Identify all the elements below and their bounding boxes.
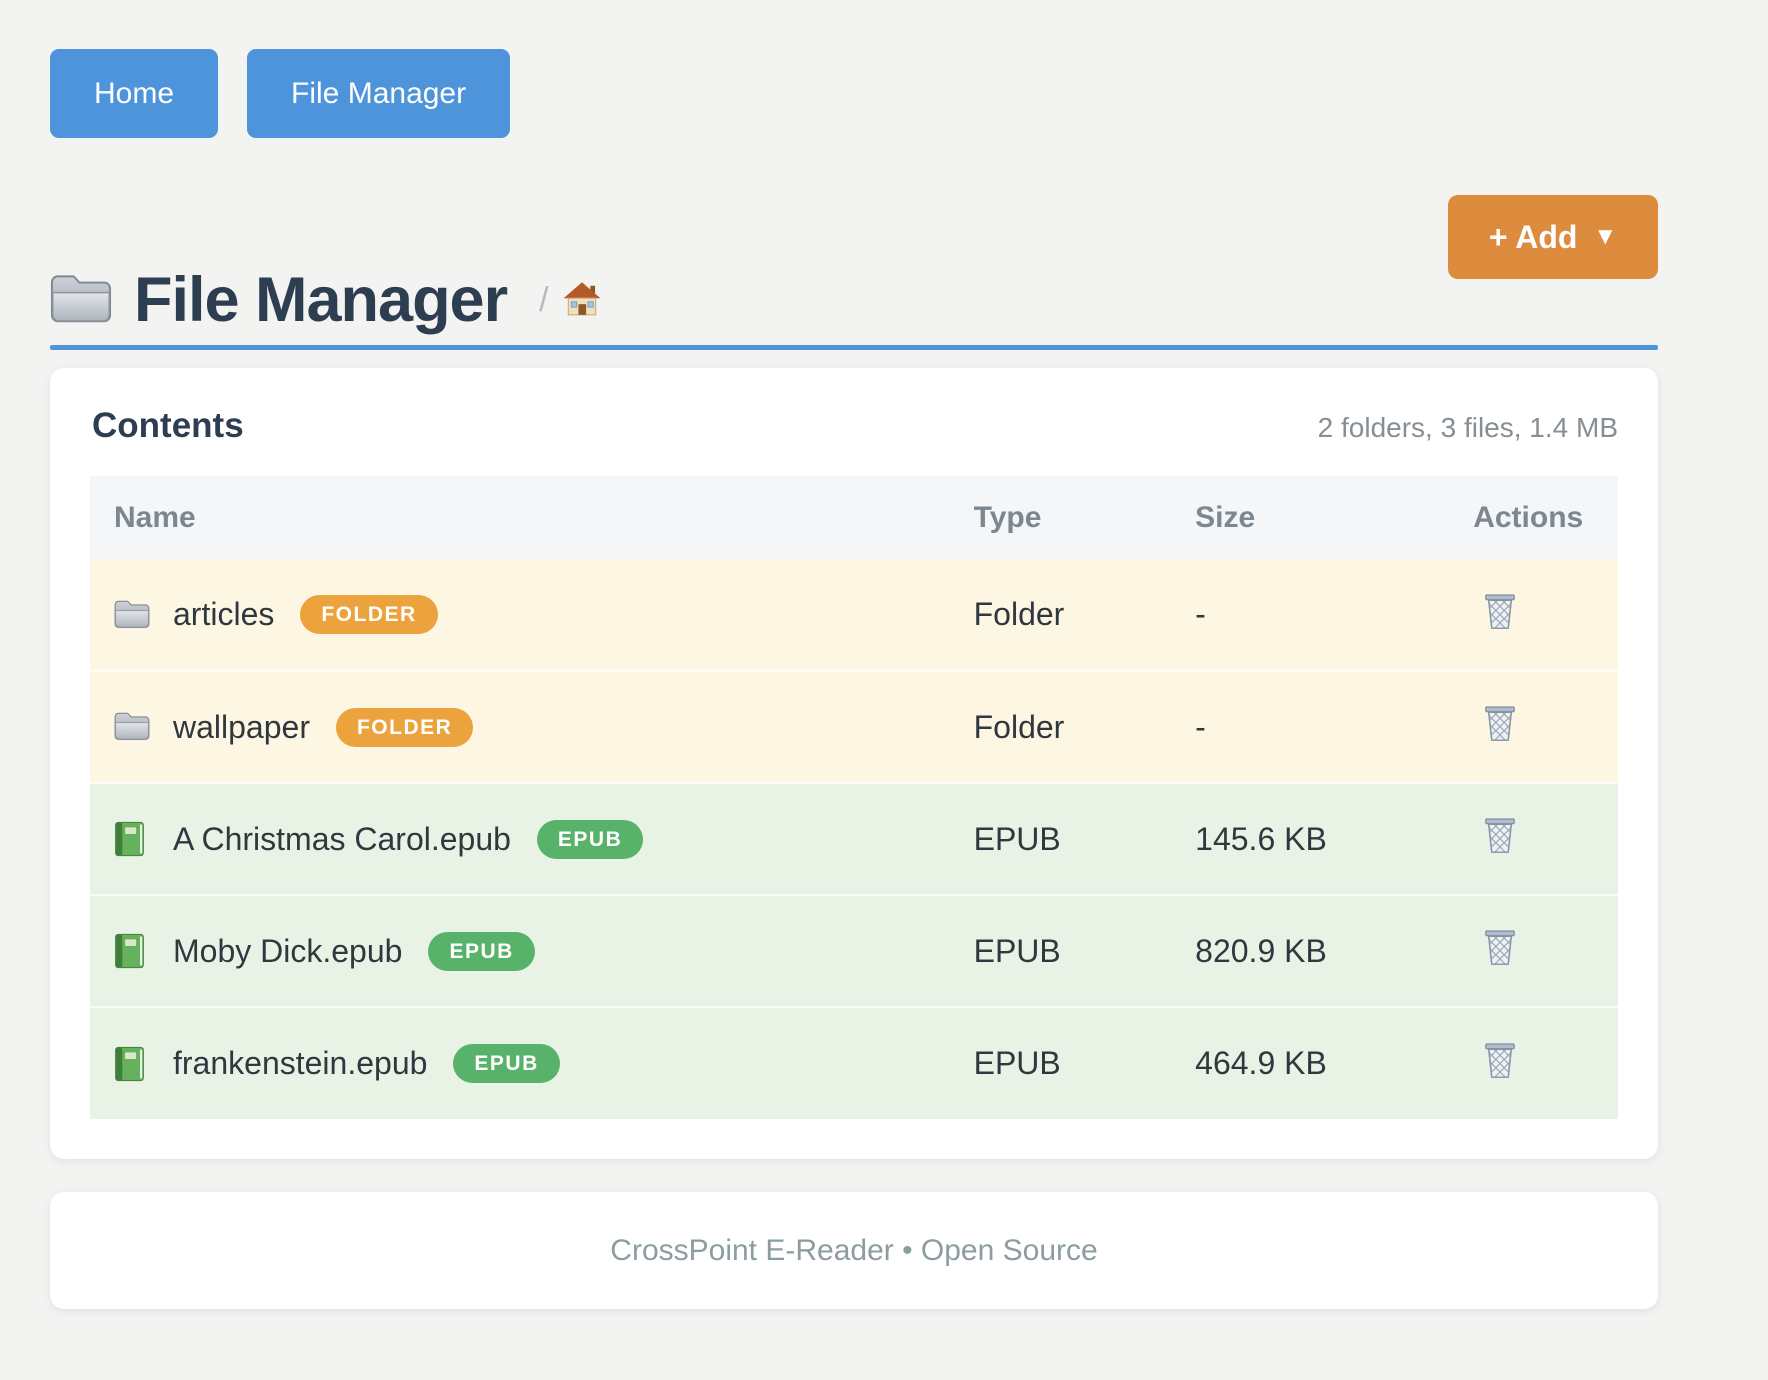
table-row-wallpaper[interactable]: wallpaper FOLDER Folder - — [90, 671, 1618, 783]
page-title: File Manager — [134, 265, 508, 335]
trash-icon — [1483, 1041, 1517, 1079]
size-cell: 820.9 KB — [1195, 932, 1327, 969]
file-name[interactable]: wallpaper — [173, 708, 310, 745]
delete-button[interactable] — [1465, 1041, 1517, 1079]
page: Home File Manager File Manager / + Add ▼… — [50, 49, 1658, 1309]
folder-icon — [114, 597, 150, 633]
file-name[interactable]: Moby Dick.epub — [173, 932, 403, 969]
book-icon — [114, 1046, 150, 1082]
trash-icon — [1483, 592, 1517, 630]
table-row-christmas-carol[interactable]: A Christmas Carol.epub EPUB EPUB 145.6 K… — [90, 783, 1618, 895]
table-header-row: Name Type Size Actions — [90, 476, 1618, 559]
nav-file-manager-button[interactable]: File Manager — [247, 49, 511, 138]
delete-button[interactable] — [1465, 704, 1517, 742]
folder-icon — [50, 272, 112, 328]
folder-badge: FOLDER — [300, 595, 438, 634]
folder-badge: FOLDER — [335, 707, 474, 747]
epub-badge: EPUB — [536, 819, 644, 859]
title-group: File Manager / — [50, 264, 601, 336]
column-header-size: Size — [1190, 476, 1466, 559]
table-row-moby-dick[interactable]: Moby Dick.epub EPUB EPUB 820.9 KB — [90, 895, 1618, 1007]
delete-button[interactable] — [1465, 928, 1517, 966]
trash-icon — [1483, 704, 1517, 742]
size-cell: - — [1195, 596, 1206, 632]
type-cell: EPUB — [973, 820, 1061, 857]
delete-button[interactable] — [1465, 816, 1517, 854]
top-nav: Home File Manager — [50, 49, 1658, 138]
add-button-label: + Add — [1488, 218, 1578, 255]
nav-home-button[interactable]: Home — [50, 49, 219, 138]
add-button[interactable]: + Add ▼ — [1448, 195, 1658, 279]
size-cell: 145.6 KB — [1195, 820, 1327, 857]
type-cell: EPUB — [973, 1045, 1061, 1081]
column-header-name: Name — [90, 476, 969, 559]
epub-badge: EPUB — [428, 931, 535, 971]
page-header: File Manager / + Add ▼ — [50, 195, 1658, 335]
home-icon[interactable] — [563, 281, 601, 319]
file-table: Name Type Size Actions articles FOLDER — [90, 476, 1618, 1119]
column-header-type: Type — [968, 476, 1191, 559]
size-cell: 464.9 KB — [1195, 1045, 1327, 1081]
chevron-down-icon: ▼ — [1593, 223, 1618, 250]
breadcrumb-separator: / — [539, 280, 549, 319]
book-icon — [114, 821, 150, 857]
table-row-articles[interactable]: articles FOLDER Folder - — [90, 559, 1618, 671]
type-cell: Folder — [973, 596, 1065, 632]
epub-badge: EPUB — [453, 1044, 560, 1083]
type-cell: Folder — [973, 708, 1065, 745]
panel-title: Contents — [92, 406, 244, 445]
table-row-frankenstein[interactable]: frankenstein.epub EPUB EPUB 464.9 KB — [90, 1007, 1618, 1119]
contents-summary: 2 folders, 3 files, 1.4 MB — [1317, 412, 1618, 443]
column-header-actions: Actions — [1465, 476, 1618, 559]
size-cell: - — [1195, 708, 1206, 745]
folder-icon — [114, 709, 150, 745]
trash-icon — [1483, 928, 1517, 966]
book-icon — [114, 933, 150, 969]
file-name[interactable]: articles — [173, 596, 275, 632]
type-cell: EPUB — [973, 932, 1061, 969]
contents-panel: Contents 2 folders, 3 files, 1.4 MB Name… — [50, 368, 1658, 1159]
footer: CrossPoint E-Reader • Open Source — [50, 1192, 1658, 1309]
delete-button[interactable] — [1465, 592, 1517, 630]
file-name[interactable]: frankenstein.epub — [173, 1045, 428, 1081]
title-divider — [50, 345, 1658, 350]
trash-icon — [1483, 816, 1517, 854]
file-name[interactable]: A Christmas Carol.epub — [173, 820, 511, 857]
footer-text: CrossPoint E-Reader • Open Source — [610, 1233, 1098, 1267]
